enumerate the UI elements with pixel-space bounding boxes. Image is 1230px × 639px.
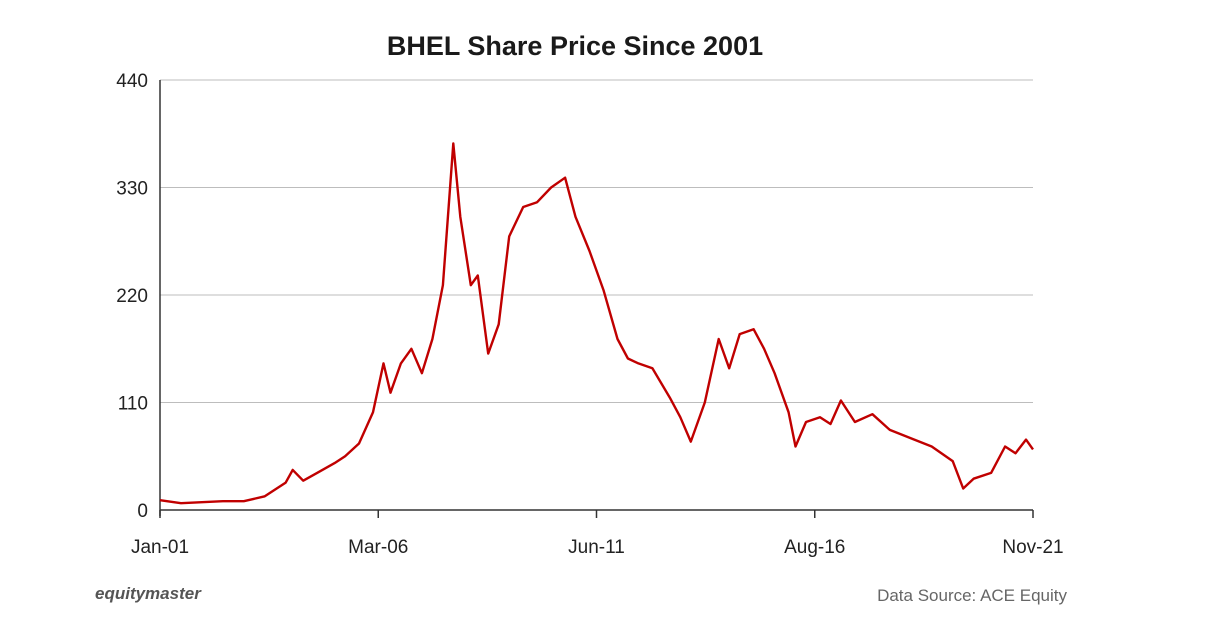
x-tick-label: Jan-01 <box>131 537 189 558</box>
x-axis: Jan-01 Mar-06 Jun-11 Aug-16 Nov-21 <box>131 510 1064 558</box>
y-tick-label: 110 <box>118 394 148 415</box>
x-tick-label: Nov-21 <box>1002 537 1063 558</box>
x-tick-label: Jun-11 <box>568 537 625 558</box>
y-tick-label: 220 <box>116 286 148 307</box>
series-line <box>159 142 1034 505</box>
y-tick-label: 330 <box>116 179 148 200</box>
x-tick-label: Mar-06 <box>348 537 408 558</box>
chart-title: BHEL Share Price Since 2001 <box>387 31 763 61</box>
y-tick-label: 440 <box>116 71 148 92</box>
data-source: Data Source: ACE Equity <box>877 586 1067 605</box>
gridlines <box>159 79 1033 516</box>
brand-logo: equitymaster <box>95 584 202 603</box>
y-axis: 0 110 220 330 440 <box>116 71 148 522</box>
x-tick-label: Aug-16 <box>784 537 845 558</box>
y-tick-label: 0 <box>137 501 148 522</box>
